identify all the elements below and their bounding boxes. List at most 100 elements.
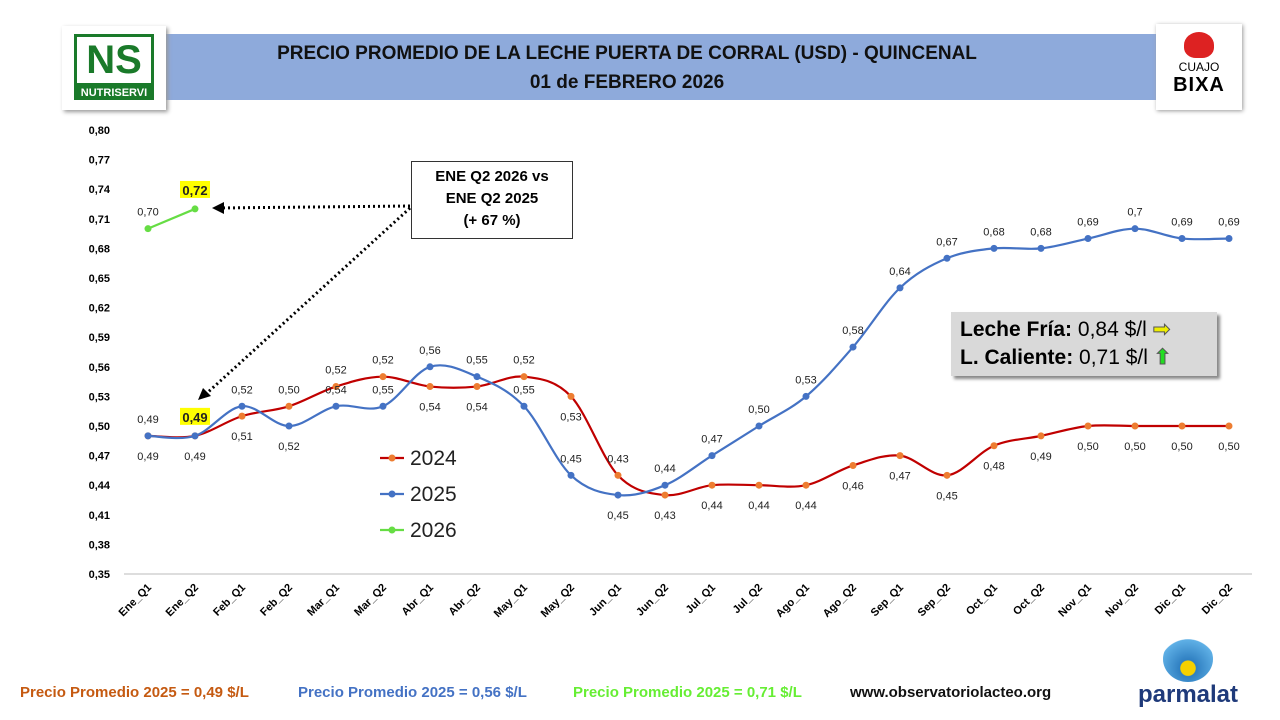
data-label-2025: 0,54 [325,384,346,396]
y-tick-label: 0,35 [89,569,110,581]
x-tick-label: Ene_Q2 [164,582,201,619]
data-point-2024 [1131,422,1139,430]
data-point-2025 [1178,235,1186,243]
data-point-2024 [1084,422,1092,430]
data-point-2024 [379,373,387,381]
x-tick-label: Mar_Q2 [352,582,389,619]
x-tick-label: Nov_Q2 [1103,582,1141,620]
y-tick-label: 0,65 [89,273,110,285]
data-point-2025 [708,452,716,460]
data-label-2025: 0,68 [1030,226,1051,238]
data-label-2026: 0,70 [137,207,158,219]
y-tick-label: 0,56 [89,362,110,374]
caliente-label: L. Caliente: [960,346,1074,369]
data-label-2026: 0,72 [182,183,207,198]
data-point-2025 [896,284,904,292]
data-label-2024: 0,50 [1124,441,1145,453]
data-point-2024 [849,461,857,469]
x-tick-label: Oct_Q2 [1011,582,1047,618]
parmalat-text: parmalat [1137,681,1239,708]
data-point-2024 [426,383,434,391]
data-label-2024: 0,51 [231,431,252,443]
arrow-up-icon: ⬆ [1153,346,1172,370]
legend-marker-2025 [388,490,396,498]
y-tick-label: 0,59 [89,332,110,344]
data-point-2024 [1225,422,1233,430]
data-point-2024 [520,373,528,381]
x-tick-label: Ene_Q1 [117,582,154,619]
ns-mark: NS [74,34,154,86]
data-point-2026 [191,205,199,213]
data-point-2024 [191,432,199,440]
data-label-2025: 0,58 [842,325,863,337]
caliente-value: 0,71 $/l [1079,346,1148,369]
data-label-2025: 0,69 [1077,217,1098,229]
data-point-2024 [943,471,951,479]
data-point-2025 [1225,235,1233,243]
data-point-2025 [661,481,669,489]
data-point-2024 [144,432,152,440]
data-label-2024: 0,44 [748,500,769,512]
data-point-2025 [1084,235,1092,243]
price-box: Leche Fría: 0,84 $/l ➡ L. Caliente: 0,71… [951,312,1217,376]
data-label-2024: 0,49 [184,451,205,463]
fria-label: Leche Fría: [960,318,1073,341]
parmalat-logo: parmalat [1128,636,1248,708]
data-point-2024 [614,471,622,479]
data-label-2024: 0,49 [1030,451,1051,463]
data-label-2025: 0,50 [748,404,769,416]
bixa-text: BIXA [1173,74,1225,96]
avg-2024: Precio Promedio 2025 = 0,49 $/L [20,684,249,701]
arrowhead-icon [212,202,224,214]
x-tick-label: Sep_Q2 [916,582,953,619]
data-label-2025: 0,52 [278,441,299,453]
x-tick-label: Feb_Q2 [258,582,295,619]
data-label-2025: 0,55 [466,355,487,367]
y-tick-label: 0,41 [89,510,110,522]
data-label-2024: 0,54 [419,402,440,414]
data-point-2024 [332,383,340,391]
data-point-2025 [614,491,622,499]
data-point-2024 [661,491,669,499]
data-point-2025 [238,402,246,410]
data-label-2024: 0,52 [513,355,534,367]
x-tick-label: May_Q2 [539,582,577,620]
x-tick-label: Jun_Q2 [634,582,671,619]
data-point-2025 [1131,225,1139,233]
avg-2026: Precio Promedio 2025 = 0,71 $/L [573,684,802,701]
cuajo-text: CUAJO [1178,60,1220,74]
data-point-2024 [238,412,246,420]
data-label-2025: 0,67 [936,236,957,248]
data-label-2025: 0,56 [419,345,440,357]
data-point-2025 [755,422,763,430]
y-tick-label: 0,80 [89,125,110,137]
data-point-2025 [802,392,810,400]
series-line-2024 [147,375,1229,497]
y-tick-label: 0,62 [89,303,110,315]
data-label-2024: 0,52 [372,355,393,367]
y-tick-label: 0,77 [89,155,110,167]
data-label-2024: 0,48 [983,461,1004,473]
comparison-annotation: ENE Q2 2026 vs ENE Q2 2025 (+ 67 %) [411,161,573,239]
bixa-flower-icon [1184,32,1214,58]
data-label-2024: 0,43 [654,510,675,522]
data-label-2024: 0,50 [278,384,299,396]
data-point-2025 [1037,244,1045,252]
annotation-line-3: (+ 67 %) [463,212,521,229]
data-label-2025: 0,49 [137,414,158,426]
x-tick-label: May_Q1 [492,582,530,620]
data-label-2024: 0,44 [795,500,816,512]
fria-value: 0,84 $/l [1077,318,1147,341]
data-label-2025: 0,44 [654,463,675,475]
data-point-2024 [708,481,716,489]
data-label-2025: 0,49 [182,410,207,425]
data-point-2024 [473,383,481,391]
y-tick-label: 0,71 [89,214,110,226]
data-point-2025 [426,363,434,371]
data-label-2024: 0,52 [325,365,346,377]
data-point-2025 [567,471,575,479]
data-point-2025 [332,402,340,410]
data-point-2024 [755,481,763,489]
data-label-2024: 0,54 [466,402,487,414]
website-link[interactable]: www.observatoriolacteo.org [850,684,1052,701]
